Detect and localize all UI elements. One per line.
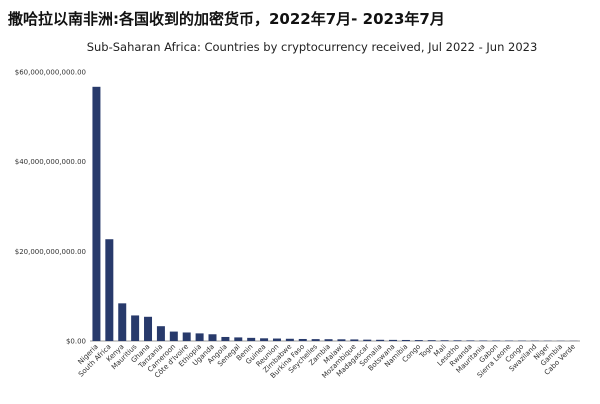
bar xyxy=(131,315,140,341)
bar xyxy=(260,338,269,341)
bar xyxy=(466,340,475,341)
bar xyxy=(324,339,333,341)
y-tick-label: $0.00 xyxy=(66,338,86,346)
bar xyxy=(195,333,204,341)
bar xyxy=(272,338,281,341)
y-tick-label: $40,000,000,000.00 xyxy=(15,158,86,166)
bar xyxy=(105,239,114,341)
bar xyxy=(118,303,127,341)
bar xyxy=(376,339,385,341)
bar xyxy=(298,338,307,341)
y-tick-label: $60,000,000,000.00 xyxy=(15,69,86,77)
bar xyxy=(337,339,346,341)
bar xyxy=(285,338,294,341)
bar xyxy=(234,337,243,341)
bar xyxy=(182,332,191,341)
page-title: 撒哈拉以南非洲:各国收到的加密货币，2022年7月- 2023年7月 xyxy=(8,10,445,28)
bar xyxy=(414,340,423,341)
bar xyxy=(156,326,165,341)
bar xyxy=(427,340,436,341)
y-tick-label: $20,000,000,000.00 xyxy=(15,248,86,256)
bar xyxy=(92,86,101,341)
bar xyxy=(144,316,153,341)
bar xyxy=(311,339,320,341)
bar xyxy=(401,339,410,341)
bar xyxy=(221,336,230,341)
bars xyxy=(92,86,578,341)
bar xyxy=(169,331,178,341)
bar xyxy=(389,339,398,341)
bar xyxy=(440,340,449,341)
bar xyxy=(363,339,372,341)
bar xyxy=(208,334,217,341)
bar xyxy=(350,339,359,341)
chart-title: Sub-Saharan Africa: Countries by cryptoc… xyxy=(87,40,538,54)
bar xyxy=(247,337,256,341)
bar xyxy=(453,340,462,341)
